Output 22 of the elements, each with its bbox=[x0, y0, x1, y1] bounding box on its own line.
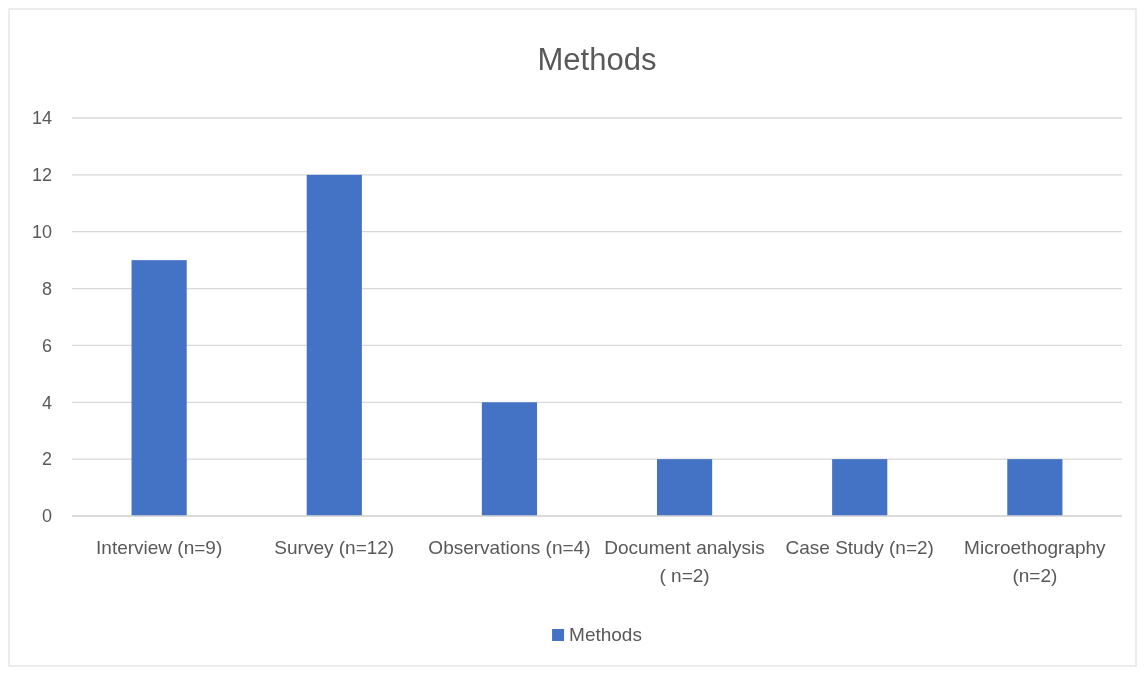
y-tick-label: 12 bbox=[31, 165, 52, 186]
y-tick-label: 8 bbox=[41, 278, 52, 299]
x-tick-label: Observations (n=4) bbox=[428, 537, 591, 558]
legend-label: Methods bbox=[569, 624, 642, 645]
chart-title: Methods bbox=[537, 42, 657, 77]
y-tick-label: 4 bbox=[41, 392, 52, 413]
bar bbox=[131, 260, 187, 516]
bar bbox=[306, 174, 362, 516]
x-tick-label: Document analysis ( n=2) bbox=[604, 537, 765, 586]
x-tick-label: Microethography (n=2) bbox=[964, 537, 1107, 586]
y-tick-label: 6 bbox=[41, 335, 52, 356]
x-tick-label: Interview (n=9) bbox=[96, 537, 223, 558]
y-tick-label: 0 bbox=[41, 506, 52, 527]
bar bbox=[832, 459, 888, 516]
y-tick-label: 14 bbox=[31, 108, 52, 129]
bar bbox=[656, 459, 713, 516]
x-tick-label: Survey (n=12) bbox=[274, 537, 395, 558]
x-tick-label: Case Study (n=2) bbox=[785, 537, 934, 558]
bar bbox=[481, 402, 538, 516]
bar bbox=[1007, 459, 1063, 516]
y-tick-label: 2 bbox=[41, 449, 52, 470]
y-tick-label: 10 bbox=[31, 221, 52, 242]
